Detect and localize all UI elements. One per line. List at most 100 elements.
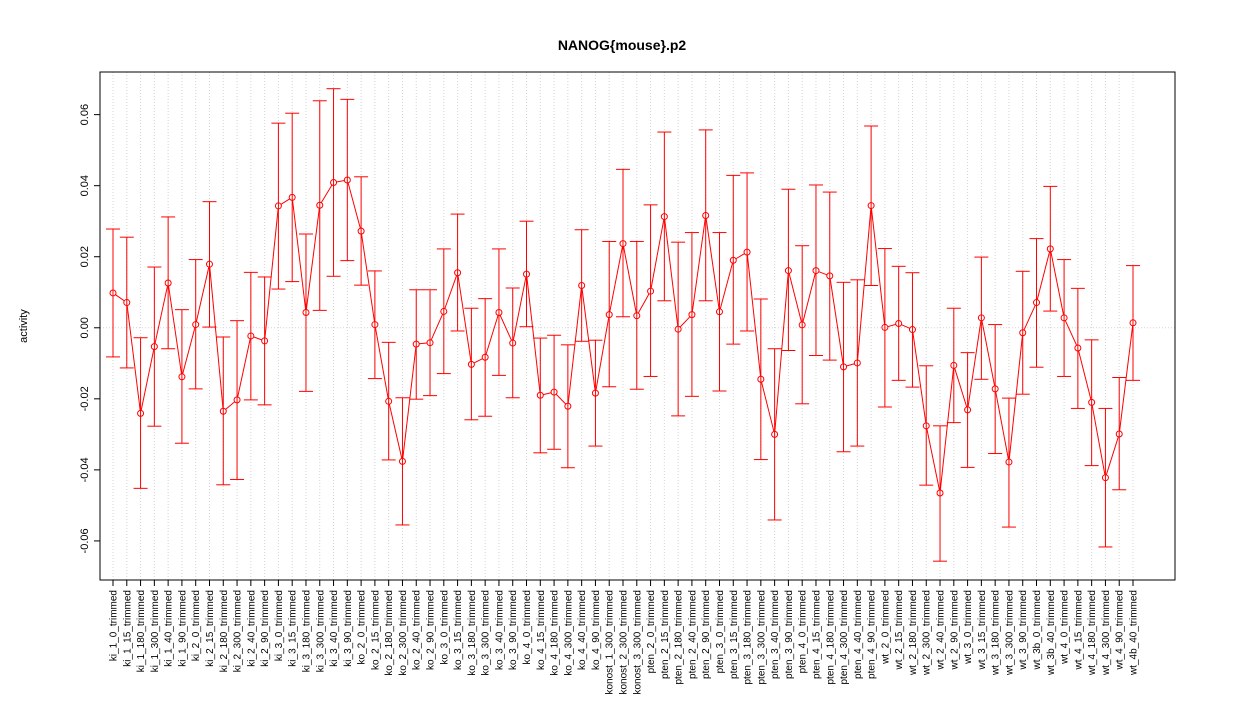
data-point: [454, 269, 462, 277]
x-tick-label: wt_4_15_trimmed: [1073, 590, 1084, 670]
x-tick-label: pten_4_180_trimmed: [825, 590, 836, 685]
x-tick-label: ko_3_0_trimmed: [439, 590, 450, 664]
series-segment: [154, 285, 168, 344]
series-segment: [336, 180, 345, 183]
series-segment: [581, 288, 596, 391]
x-tick-label: wt_3_180_trimmed: [991, 590, 1002, 676]
data-point: [440, 307, 448, 315]
x-tick-label: konost_3_300_trimmed: [632, 590, 643, 695]
data-point: [550, 388, 558, 396]
data-point: [247, 332, 255, 340]
series-segment: [995, 391, 1009, 460]
data-point: [123, 299, 131, 307]
data-point: [633, 312, 641, 320]
series-segment: [402, 347, 417, 459]
data-point: [743, 248, 751, 256]
data-point: [330, 178, 338, 186]
series-segment: [719, 263, 733, 310]
data-point: [233, 396, 241, 404]
series-segment: [305, 208, 320, 310]
series-segment: [280, 198, 290, 205]
series-segment: [887, 323, 896, 328]
x-tick-label: wt_3_0_trimmed: [963, 590, 974, 665]
x-tick-label: ki_2_40_trimmed: [246, 590, 257, 667]
data-point: [219, 407, 227, 415]
x-tick-label: ki_2_90_trimmed: [260, 590, 271, 667]
series-segment: [320, 184, 333, 203]
x-tick-label: wt_2_40_trimmed: [936, 590, 947, 670]
x-tick-label: ko_2_15_trimmed: [370, 590, 381, 670]
x-tick-label: ki_2_15_trimmed: [205, 590, 216, 667]
data-point: [1060, 314, 1068, 322]
x-tick-label: konost_1_300_trimmed: [605, 590, 616, 695]
series-segment: [526, 277, 541, 393]
x-tick-label: ki_1_0_trimmed: [109, 590, 120, 661]
series-segment: [735, 253, 745, 260]
series-lines-layer: [115, 180, 1134, 491]
x-tick-label: ko_4_180_trimmed: [550, 590, 561, 676]
x-tick-label: ko_3_15_trimmed: [453, 590, 464, 670]
series-segment: [870, 208, 886, 325]
data-point: [647, 287, 655, 295]
x-tick-label: wt_3_15_trimmed: [977, 590, 988, 670]
x-tick-label: pten_3_15_trimmed: [729, 590, 740, 679]
data-point: [150, 343, 158, 351]
x-tick-label: pten_2_180_trimmed: [674, 590, 685, 685]
x-tick-label: ko_4_15_trimmed: [536, 590, 547, 670]
series-segment: [1036, 251, 1051, 300]
data-point: [784, 267, 792, 275]
series-segment: [1064, 320, 1078, 346]
x-tick-label: wt_2_300_trimmed: [922, 590, 933, 676]
data-point: [771, 430, 779, 438]
series-segment: [512, 276, 527, 341]
data-point: [908, 326, 916, 334]
series-segment: [912, 332, 927, 423]
x-tick-label: ko_4_0_trimmed: [522, 590, 533, 664]
series-segment: [388, 404, 403, 459]
series-segment: [846, 363, 855, 367]
data-point: [977, 314, 985, 322]
data-point: [274, 202, 282, 210]
data-point: [467, 360, 475, 368]
series-segment: [419, 342, 428, 345]
series-segment: [981, 320, 996, 387]
series-segment: [253, 336, 262, 341]
series-segment: [901, 324, 910, 329]
plot-frame: [99, 71, 1176, 581]
series-segment: [195, 267, 210, 322]
series-segment: [746, 255, 762, 377]
data-point: [1074, 344, 1082, 352]
data-point: [578, 282, 586, 290]
data-point: [853, 359, 861, 367]
x-tick-label: wt_3b_0_trimmed: [1032, 590, 1043, 670]
data-point: [702, 212, 710, 220]
series-segment: [567, 288, 582, 404]
x-tick-label: ki_2_0_trimmed: [191, 590, 202, 661]
data-point: [192, 321, 200, 329]
series-segment: [691, 218, 706, 312]
data-point: [881, 323, 889, 331]
series-segment: [140, 349, 155, 411]
series-segment: [473, 358, 483, 364]
x-tick-label: konost_2_300_trimmed: [619, 590, 630, 695]
x-tick-label: wt_3_300_trimmed: [1004, 590, 1015, 676]
series-segment: [237, 338, 251, 398]
series-segment: [292, 200, 307, 310]
series-segment: [664, 219, 679, 327]
series-segment: [857, 208, 872, 361]
series-segment: [209, 267, 224, 409]
x-tick-label: wt_4_180_trimmed: [1087, 590, 1098, 676]
x-tick-label: pten_4_90_trimmed: [867, 590, 878, 679]
x-tick-label: ki_1_15_trimmed: [122, 590, 133, 667]
series-segment: [954, 368, 968, 408]
x-tick-label: wt_4b_40_trimmed: [1129, 590, 1140, 676]
x-tick-label: ki_3_90_trimmed: [343, 590, 354, 667]
x-tick-label: ko_2_300_trimmed: [398, 590, 409, 676]
series-segment: [788, 273, 802, 323]
data-point: [343, 176, 351, 184]
x-tick-label: pten_2_90_trimmed: [701, 590, 712, 679]
series-segment: [609, 246, 623, 312]
data-point: [509, 339, 517, 347]
data-point: [867, 202, 875, 210]
data-point: [1101, 474, 1109, 482]
